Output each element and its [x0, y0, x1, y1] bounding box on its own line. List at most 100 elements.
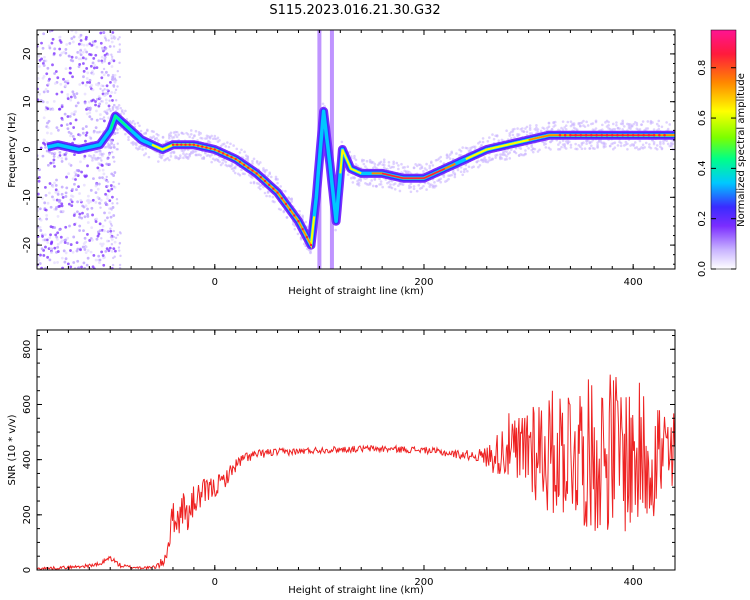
- spectrogram-halo-point: [139, 129, 143, 133]
- spectrogram-noise-point: [37, 258, 41, 262]
- spectrogram-halo-point: [255, 161, 259, 164]
- spectrogram-halo-point: [135, 143, 138, 147]
- spectrogram-halo-point: [113, 103, 116, 107]
- spectrogram-noise-point: [60, 116, 64, 120]
- spectrogram-halo-point: [194, 149, 198, 153]
- spectrogram-noise-point: [71, 250, 75, 254]
- spectrogram-halo-point: [210, 153, 213, 157]
- spectrogram-noise-point: [118, 50, 121, 54]
- spectrogram-halo-point: [585, 120, 588, 124]
- spectrogram-noise-point: [74, 173, 78, 177]
- spectrogram-halo-point: [461, 146, 464, 149]
- spectrogram-noise-point: [94, 126, 98, 130]
- spectrogram-halo-point: [428, 164, 432, 168]
- spectrogram-noise-point: [104, 92, 107, 95]
- spectrogram-noise-point: [70, 30, 74, 33]
- snr-panel: 0 200 400 0 200 400 600 800 Height of straight…: [7, 329, 676, 596]
- spectrogram-halo-point: [459, 166, 463, 169]
- spectrogram-noise-point: [108, 246, 112, 250]
- spectrogram-halo-point: [182, 156, 185, 160]
- spectrogram-noise-point: [56, 245, 60, 249]
- spectrogram-halo-point: [412, 185, 416, 188]
- spectrogram-halo-point: [495, 134, 499, 137]
- spectrogram-noise-point: [81, 81, 85, 85]
- spectrogram-noise-point: [102, 31, 106, 34]
- spectrogram-noise-point: [39, 253, 42, 257]
- spectrogram-peak-point: [188, 143, 191, 146]
- spectrogram-halo-point: [351, 181, 355, 184]
- spectrogram-noise-point: [65, 43, 69, 46]
- spectrogram-ridge-core: [109, 114, 132, 132]
- spectrogram-halo-point: [357, 181, 361, 185]
- spectrogram-noise-point: [103, 58, 107, 61]
- spectrogram-noise-point: [118, 242, 121, 245]
- spectrogram-halo-point: [428, 166, 432, 170]
- spectrogram-halo-point: [530, 132, 534, 135]
- spectrogram-noise-point: [76, 101, 80, 105]
- spectrogram-halo-point: [604, 142, 607, 146]
- spectrogram-halo-point: [309, 251, 312, 255]
- spectrogram-halo-point: [492, 137, 496, 141]
- spectrogram-halo-point: [188, 135, 192, 139]
- spectrogram-peak-point: [288, 208, 292, 211]
- spectrogram-noise-point: [38, 225, 42, 229]
- spectrogram-noise-point: [105, 179, 108, 183]
- spectrogram-noise-point: [96, 234, 100, 238]
- spectrogram-noise-point: [81, 131, 85, 135]
- spectrogram-noise-point: [71, 90, 75, 94]
- spectrogram-noise-point: [66, 79, 70, 83]
- spectrogram-noise-point: [103, 60, 106, 63]
- spectrogram-noise-point: [60, 156, 64, 160]
- spectrogram-halo-point: [525, 144, 529, 148]
- spectrogram-noise-point: [116, 50, 120, 54]
- spectrogram-halo-point: [558, 147, 562, 151]
- spectrogram-halo-point: [638, 128, 642, 131]
- spectrogram-halo-point: [428, 185, 432, 188]
- spectrogram-peak-point: [171, 143, 175, 146]
- spectrogram-noise-point: [53, 164, 56, 168]
- spectrogram-halo-point: [473, 145, 477, 149]
- spectrogram-noise-point: [44, 193, 48, 197]
- spectrogram-ridge: [44, 106, 675, 250]
- spectrogram-halo-point: [353, 156, 356, 160]
- spectrogram-noise-point: [116, 69, 120, 73]
- spectrogram-halo-point: [273, 200, 276, 204]
- spectrogram-halo-point: [186, 133, 190, 136]
- spectrogram-noise-point: [112, 229, 115, 233]
- spectrogram-halo-point: [660, 125, 664, 129]
- spectrogram-ridge-core: [381, 167, 446, 179]
- spectrogram-ridge-core: [173, 143, 312, 246]
- spectrogram-halo-point: [619, 141, 623, 145]
- spectrogram-noise-point: [94, 191, 98, 194]
- spectrogram-halo-point: [544, 142, 548, 146]
- spectrogram-halo-point: [536, 150, 540, 153]
- spectrogram-halo-point: [646, 120, 650, 123]
- spectrogram-halo-point: [655, 147, 659, 151]
- spectrogram-background: [37, 30, 675, 269]
- y-tick-label: 800: [22, 340, 33, 359]
- spectrogram-noise-point: [119, 254, 122, 258]
- spectrogram-peak-point: [284, 202, 288, 206]
- spectrogram-halo-point: [397, 164, 400, 167]
- spectrogram-noise-point: [63, 80, 67, 84]
- spectrogram-noise-point: [105, 247, 109, 251]
- spectrogram-noise-point: [51, 195, 54, 199]
- spectrogram-noise-point: [72, 137, 76, 141]
- spectrogram-noise-point: [60, 105, 64, 109]
- spectrogram-halo-point: [120, 109, 124, 112]
- spectrogram-noise-point: [59, 210, 63, 214]
- spectrogram-halo-point: [466, 146, 469, 150]
- spectrogram-noise-point: [111, 31, 115, 34]
- spectrogram-halo-point: [648, 143, 651, 146]
- spectrogram-noise-point: [53, 261, 56, 265]
- spectrogram-peak-point: [209, 147, 212, 150]
- spectrogram-halo-point: [528, 128, 532, 131]
- spectrogram-peak-point: [175, 143, 179, 146]
- spectrogram-peak-point: [272, 187, 275, 190]
- spectrogram-noise-point: [96, 195, 100, 199]
- spectrogram-noise-point: [48, 191, 51, 195]
- spectrogram-noise-point: [109, 34, 113, 37]
- spectrogram-halo-point: [649, 146, 653, 150]
- spectrogram-noise-point: [39, 218, 43, 222]
